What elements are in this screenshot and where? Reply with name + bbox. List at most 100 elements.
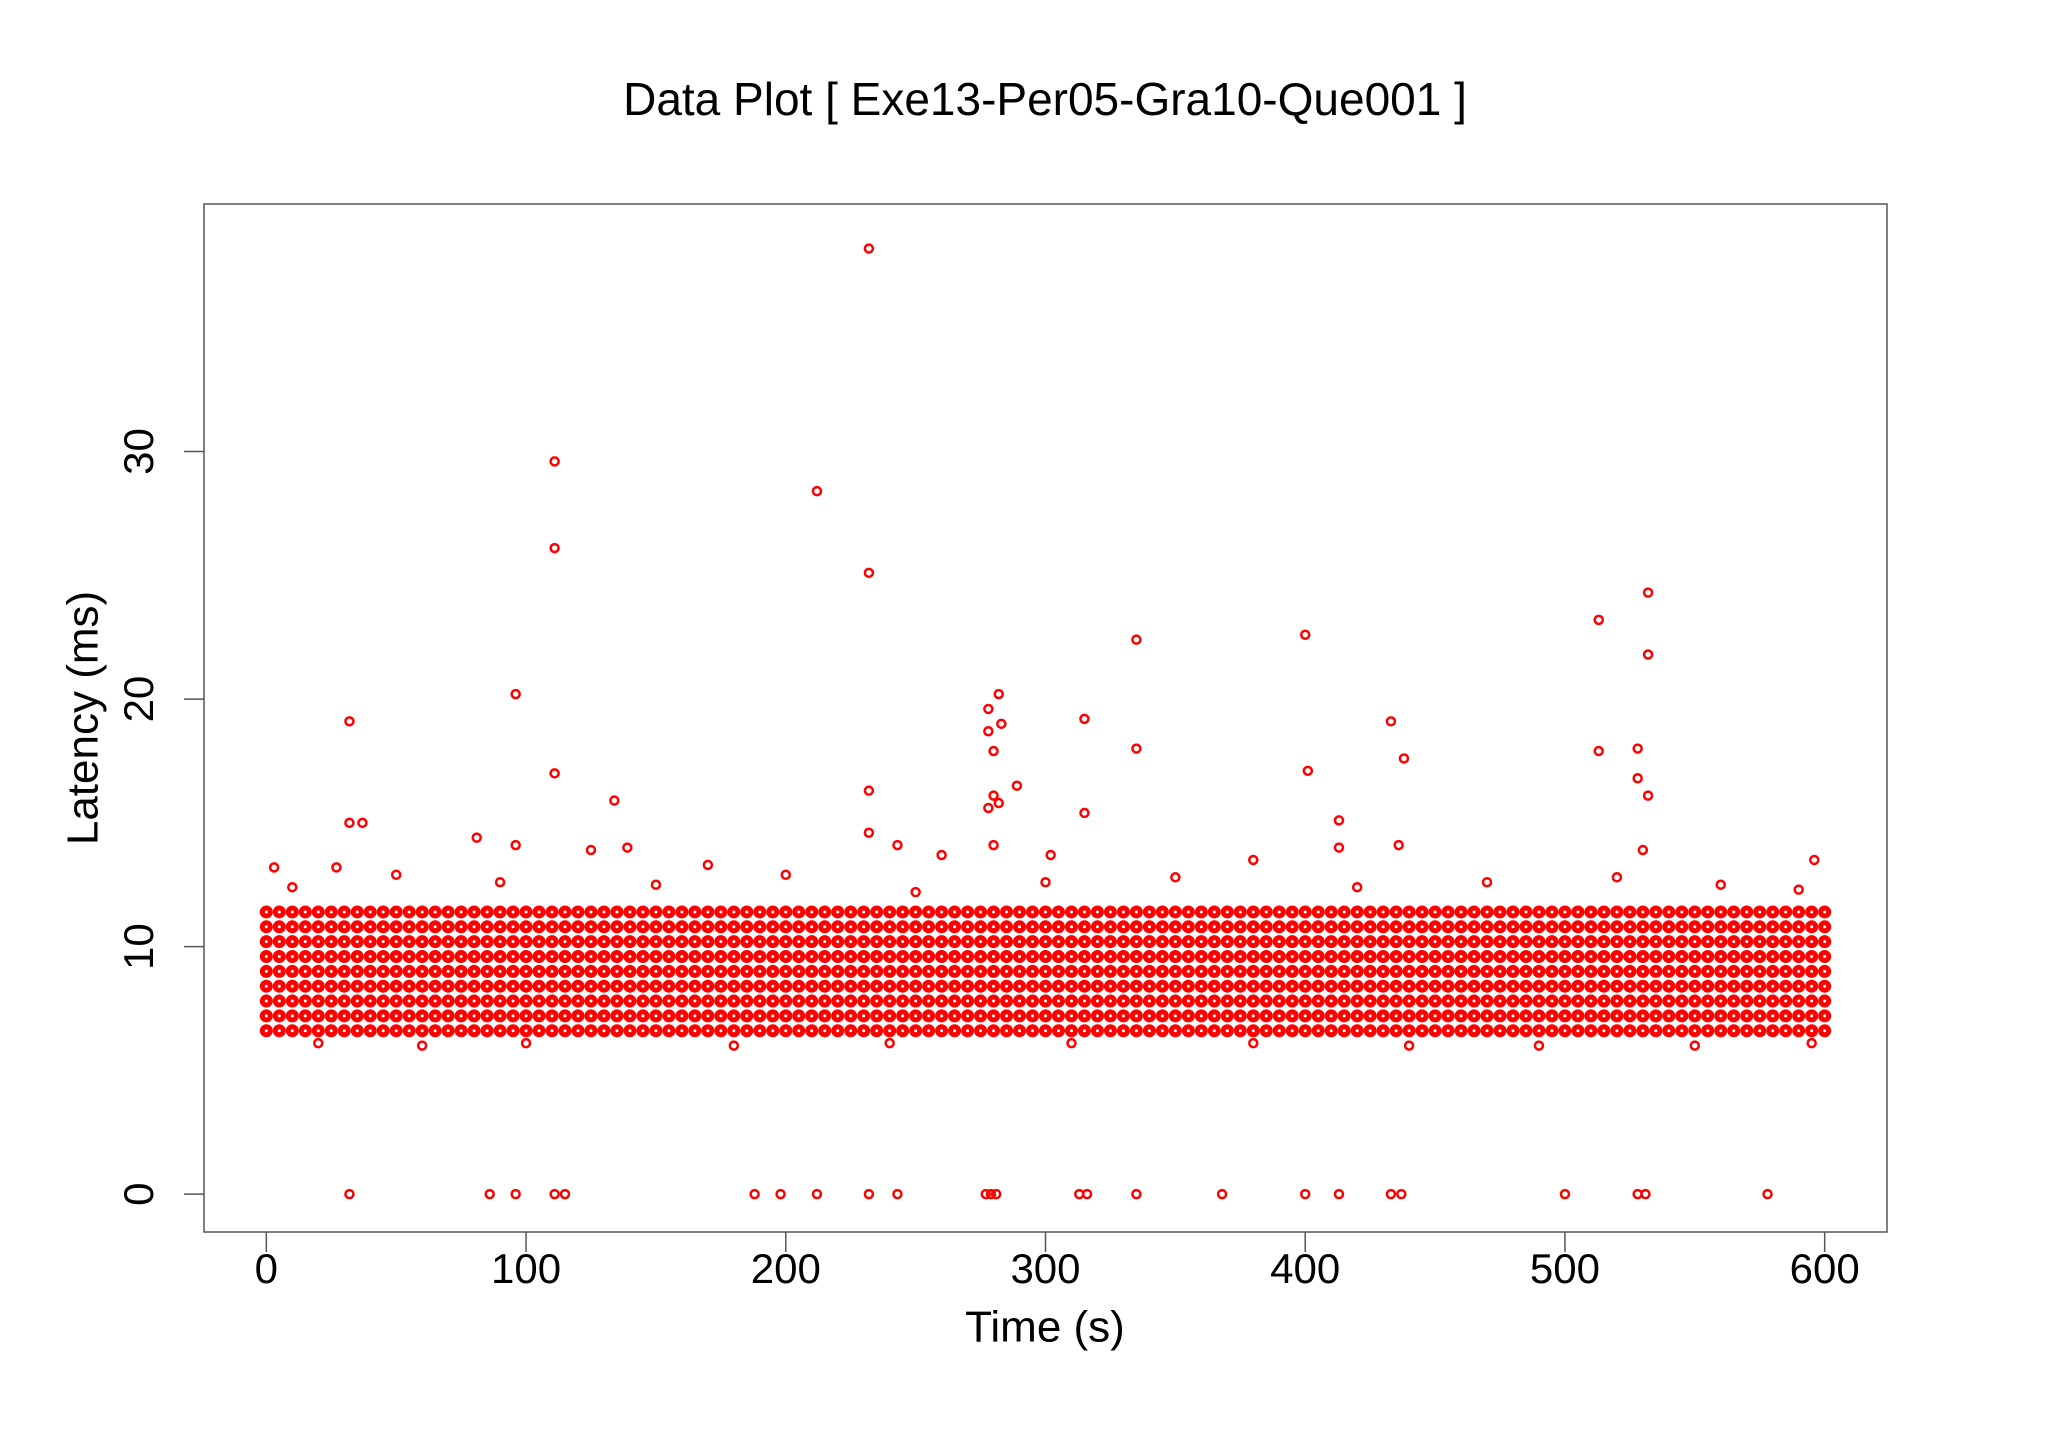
point bbox=[1363, 949, 1377, 963]
point bbox=[1402, 994, 1416, 1008]
point bbox=[1662, 905, 1676, 919]
point bbox=[675, 979, 689, 993]
point bbox=[863, 243, 875, 254]
point bbox=[728, 1040, 740, 1051]
point bbox=[1090, 1024, 1104, 1038]
point bbox=[1011, 780, 1023, 791]
point bbox=[662, 994, 676, 1008]
point bbox=[909, 920, 923, 934]
point bbox=[1649, 964, 1663, 978]
point bbox=[1051, 905, 1065, 919]
point bbox=[1045, 849, 1056, 861]
point bbox=[805, 935, 819, 949]
point bbox=[1026, 979, 1040, 993]
point bbox=[818, 964, 832, 978]
point bbox=[1311, 935, 1325, 949]
point bbox=[1040, 876, 1051, 888]
point bbox=[1415, 935, 1429, 949]
point bbox=[818, 1009, 832, 1023]
point bbox=[1714, 949, 1728, 963]
point bbox=[1064, 994, 1078, 1008]
point bbox=[1415, 905, 1429, 919]
point bbox=[1333, 1188, 1345, 1200]
point bbox=[484, 1188, 495, 1200]
point bbox=[727, 935, 741, 949]
point bbox=[714, 979, 728, 993]
point bbox=[792, 994, 806, 1008]
point bbox=[1259, 935, 1273, 949]
point bbox=[1493, 949, 1507, 963]
point bbox=[1051, 1024, 1065, 1038]
point bbox=[1818, 935, 1832, 949]
point bbox=[922, 979, 936, 993]
point bbox=[402, 994, 416, 1008]
point bbox=[506, 920, 520, 934]
point bbox=[571, 905, 585, 919]
point bbox=[818, 1024, 832, 1038]
point bbox=[1766, 920, 1780, 934]
point bbox=[1805, 1009, 1819, 1023]
point bbox=[1558, 1009, 1572, 1023]
point bbox=[1642, 587, 1654, 598]
point bbox=[1806, 1037, 1817, 1049]
point bbox=[766, 994, 780, 1008]
point bbox=[1246, 935, 1260, 949]
point bbox=[1402, 949, 1416, 963]
point bbox=[1441, 949, 1455, 963]
point bbox=[896, 1009, 910, 1023]
point bbox=[1805, 905, 1819, 919]
point bbox=[571, 979, 585, 993]
point bbox=[493, 1009, 507, 1023]
point bbox=[1337, 994, 1351, 1008]
point bbox=[1597, 979, 1611, 993]
point bbox=[1259, 1009, 1273, 1023]
point bbox=[441, 1024, 455, 1038]
point bbox=[1248, 1037, 1259, 1049]
point bbox=[1181, 964, 1195, 978]
point bbox=[1467, 994, 1481, 1008]
point bbox=[1337, 949, 1351, 963]
x-tick-label: 100 bbox=[491, 1245, 561, 1292]
point bbox=[1402, 905, 1416, 919]
point bbox=[1519, 964, 1533, 978]
point bbox=[454, 920, 468, 934]
point bbox=[532, 964, 546, 978]
point bbox=[1636, 1024, 1650, 1038]
point bbox=[1584, 1009, 1598, 1023]
point bbox=[1259, 979, 1273, 993]
point bbox=[350, 935, 364, 949]
point bbox=[558, 1024, 572, 1038]
point bbox=[493, 994, 507, 1008]
point bbox=[1792, 905, 1806, 919]
point bbox=[584, 949, 598, 963]
point bbox=[376, 994, 390, 1008]
point bbox=[740, 1024, 754, 1038]
point bbox=[1662, 1024, 1676, 1038]
point bbox=[344, 817, 355, 829]
point bbox=[1285, 1024, 1299, 1038]
point bbox=[1013, 920, 1027, 934]
point bbox=[649, 964, 663, 978]
point bbox=[753, 994, 767, 1008]
point bbox=[935, 1009, 949, 1023]
point bbox=[1506, 979, 1520, 993]
point bbox=[1285, 979, 1299, 993]
point bbox=[467, 1024, 481, 1038]
point bbox=[702, 859, 714, 871]
point bbox=[471, 832, 482, 843]
point bbox=[1131, 743, 1142, 754]
point bbox=[467, 949, 481, 963]
point bbox=[987, 1009, 1001, 1023]
point bbox=[1727, 905, 1741, 919]
point bbox=[1740, 1009, 1754, 1023]
point bbox=[1558, 979, 1572, 993]
point bbox=[1246, 1024, 1260, 1038]
point bbox=[727, 1024, 741, 1038]
point bbox=[519, 905, 533, 919]
point bbox=[545, 1024, 559, 1038]
point bbox=[376, 949, 390, 963]
point bbox=[1351, 881, 1363, 893]
point bbox=[1000, 1009, 1014, 1023]
point bbox=[1389, 949, 1403, 963]
point bbox=[549, 456, 560, 467]
